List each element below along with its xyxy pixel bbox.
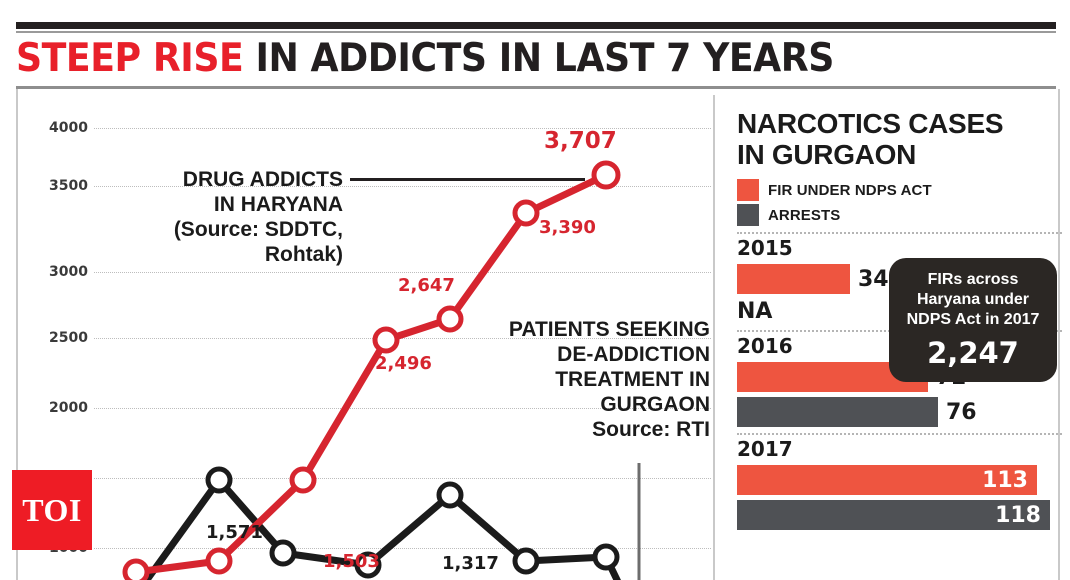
- red-datalabel-2647: 2,647: [398, 275, 455, 296]
- toi-logo-label: TOI: [22, 491, 82, 528]
- black-series-markers: [205, 466, 620, 579]
- red-annotation-leader: [350, 178, 585, 181]
- callout-line1: FIRs across: [927, 271, 1019, 288]
- black-series-annotation: PATIENTS SEEKING DE-ADDICTION TREATMENT …: [458, 317, 710, 442]
- bar-2016-arrests: [737, 397, 938, 427]
- bar-2017-fir: 113: [737, 465, 1037, 495]
- bar-row-2015-fir: 34: [737, 264, 1067, 294]
- year-group-2017: 2017 113 118: [737, 437, 1067, 530]
- red-datalabel-2496: 2,496: [375, 353, 432, 374]
- red-series-annotation: DRUG ADDICTS IN HARYANA (Source: SDDTC, …: [128, 167, 343, 267]
- callout-line2: Haryana under: [916, 291, 1030, 308]
- ytick-3500: 3500: [49, 178, 88, 194]
- gridline-3000: [94, 272, 711, 273]
- year-label-2017: 2017: [737, 437, 793, 461]
- bar-2017-arrests: 118: [737, 500, 1050, 530]
- legend-label-fir: FIR UNDER NDPS ACT: [768, 181, 932, 199]
- gridline-2000: [94, 408, 711, 409]
- narcotics-panel-title: NARCOTICS CASES IN GURGAON: [737, 108, 1067, 170]
- firs-haryana-callout: FIRs across Haryana under NDPS Act in 20…: [889, 258, 1057, 382]
- toi-logo: TOI: [12, 470, 92, 550]
- bar-2015-fir: [737, 264, 850, 294]
- bar-value-2017-arrests: 118: [995, 502, 1041, 528]
- gridline-1000: [94, 548, 711, 549]
- legend-swatch-fir: [737, 179, 759, 201]
- ytick-3000: 3000: [49, 264, 88, 280]
- red-annotation-line4: Rohtak): [264, 243, 343, 266]
- header-rule-top: [16, 22, 1056, 29]
- page-title: STEEP RISE IN ADDICTS IN LAST 7 YEARS: [16, 36, 983, 82]
- panel-divider: [713, 95, 715, 580]
- narcotics-title-line2: IN GURGAON: [737, 139, 917, 170]
- year-separator-2017: [737, 433, 1062, 435]
- gridline-1500: [94, 478, 711, 479]
- red-annotation-line2: IN HARYANA: [213, 193, 343, 216]
- red-series-markers: [122, 160, 621, 580]
- ytick-2000: 2000: [49, 400, 88, 416]
- narcotics-title-line1: NARCOTICS CASES: [737, 108, 1004, 139]
- legend-item-arrests: ARRESTS: [737, 204, 1067, 226]
- year-separator-2015: [737, 232, 1062, 234]
- year-label-2016: 2016: [737, 334, 793, 358]
- bar-row-2017-arrests: 118: [737, 500, 1067, 530]
- black-annotation-line1: PATIENTS SEEKING: [508, 318, 710, 341]
- gridline-4000: [94, 128, 711, 129]
- ytick-4000: 4000: [49, 120, 88, 136]
- black-annotation-line4: GURGAON: [600, 393, 710, 416]
- bar-row-2017-fir: 113: [737, 465, 1067, 495]
- legend-label-arrests: ARRESTS: [768, 206, 841, 224]
- black-datalabel-1317: 1,317: [442, 553, 499, 574]
- black-annotation-source: Source: RTI: [592, 418, 710, 441]
- red-datalabel-1503: 1,503: [323, 551, 380, 572]
- callout-number: 2,247: [927, 336, 1019, 370]
- ytick-2500: 2500: [49, 330, 88, 346]
- chart-panel: [16, 89, 1060, 580]
- narcotics-panel: NARCOTICS CASES IN GURGAON FIR UNDER NDP…: [737, 108, 1067, 580]
- gridline-3500: [94, 186, 711, 187]
- line-chart-svg: [122, 160, 641, 580]
- line-chart: 4000 3500 3000 2500 2000 1500 1000: [18, 95, 711, 580]
- header-rule-bottom: [16, 86, 1056, 89]
- gridline-2500: [94, 338, 711, 339]
- black-annotation-line2: DE-ADDICTION: [557, 343, 710, 366]
- red-datalabel-3707: 3,707: [544, 128, 617, 154]
- headline-black: IN ADDICTS IN LAST 7 YEARS: [255, 36, 834, 81]
- bar-value-2016-arrests: 76: [946, 399, 977, 425]
- legend-item-fir: FIR UNDER NDPS ACT: [737, 179, 1067, 201]
- narcotics-legend: FIR UNDER NDPS ACT ARRESTS: [737, 179, 1067, 226]
- black-annotation-line3: TREATMENT IN: [555, 368, 710, 391]
- bar-value-2017-fir: 113: [982, 467, 1028, 493]
- year-group-2015: 2015 34 NA: [737, 236, 1067, 324]
- red-annotation-line3: (Source: SDDTC,: [173, 218, 343, 241]
- header-rule-thin: [16, 31, 1056, 33]
- headline-red: STEEP RISE: [16, 36, 244, 81]
- red-datalabel-3390: 3,390: [539, 217, 596, 238]
- bar-value-2015-fir: 34: [858, 266, 889, 292]
- black-datalabel-1571: 1,571: [206, 522, 263, 543]
- legend-swatch-arrests: [737, 204, 759, 226]
- bar-row-2016-arrests: 76: [737, 397, 1067, 427]
- bar-value-2015-arrests: NA: [737, 299, 773, 324]
- year-label-2015: 2015: [737, 236, 793, 260]
- callout-line3: NDPS Act in 2017: [906, 311, 1040, 328]
- red-annotation-line1: DRUG ADDICTS: [182, 168, 343, 191]
